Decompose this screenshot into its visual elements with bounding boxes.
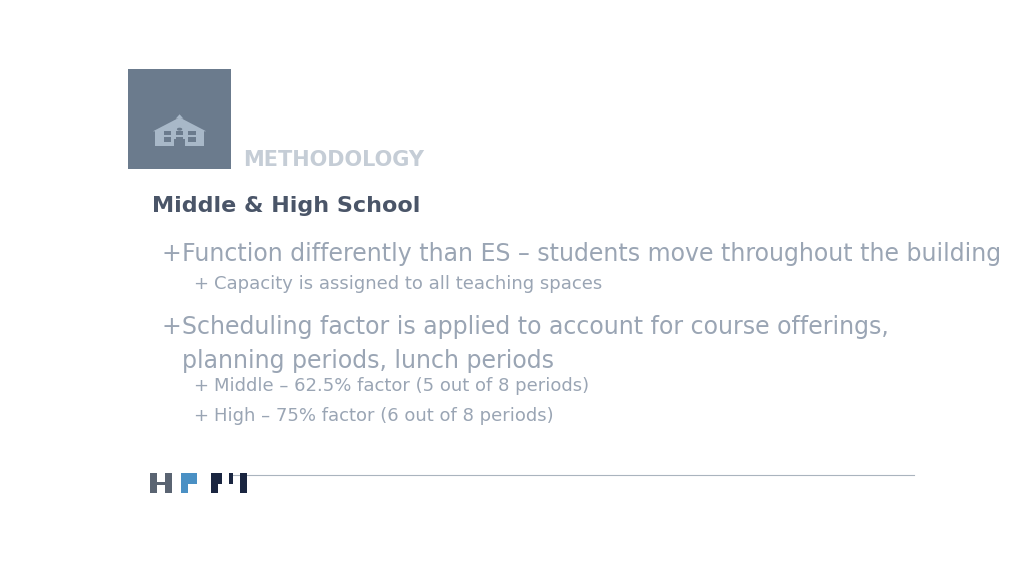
FancyBboxPatch shape	[164, 137, 171, 142]
FancyBboxPatch shape	[187, 473, 197, 483]
Text: +: +	[162, 315, 181, 339]
Text: +: +	[194, 275, 208, 293]
FancyBboxPatch shape	[155, 131, 205, 146]
Text: Capacity is assigned to all teaching spaces: Capacity is assigned to all teaching spa…	[214, 275, 602, 293]
Text: CAPACITY ANALYSIS: CAPACITY ANALYSIS	[243, 101, 678, 139]
FancyBboxPatch shape	[229, 473, 233, 484]
FancyBboxPatch shape	[176, 131, 183, 135]
FancyBboxPatch shape	[180, 473, 187, 492]
Polygon shape	[153, 118, 206, 131]
Text: Scheduling factor is applied to account for course offerings,
planning periods, : Scheduling factor is applied to account …	[182, 315, 889, 373]
FancyBboxPatch shape	[176, 137, 183, 142]
FancyBboxPatch shape	[218, 473, 222, 484]
Text: +: +	[194, 407, 208, 425]
FancyBboxPatch shape	[211, 473, 218, 492]
Polygon shape	[176, 114, 183, 119]
FancyBboxPatch shape	[164, 131, 171, 135]
FancyBboxPatch shape	[188, 131, 196, 135]
FancyBboxPatch shape	[166, 473, 172, 492]
Text: High – 75% factor (6 out of 8 periods): High – 75% factor (6 out of 8 periods)	[214, 407, 553, 425]
Text: +: +	[194, 377, 208, 395]
Text: METHODOLOGY: METHODOLOGY	[243, 150, 424, 170]
Text: Middle – 62.5% factor (5 out of 8 periods): Middle – 62.5% factor (5 out of 8 period…	[214, 377, 589, 395]
FancyBboxPatch shape	[151, 473, 157, 492]
FancyBboxPatch shape	[157, 482, 166, 486]
Text: +: +	[162, 242, 181, 266]
FancyBboxPatch shape	[128, 69, 231, 169]
FancyBboxPatch shape	[188, 137, 196, 142]
FancyBboxPatch shape	[174, 139, 185, 146]
Text: Middle & High School: Middle & High School	[152, 195, 420, 215]
FancyBboxPatch shape	[240, 473, 247, 492]
Text: Function differently than ES – students move throughout the building: Function differently than ES – students …	[182, 242, 1001, 266]
Circle shape	[177, 128, 182, 131]
FancyBboxPatch shape	[187, 481, 197, 484]
